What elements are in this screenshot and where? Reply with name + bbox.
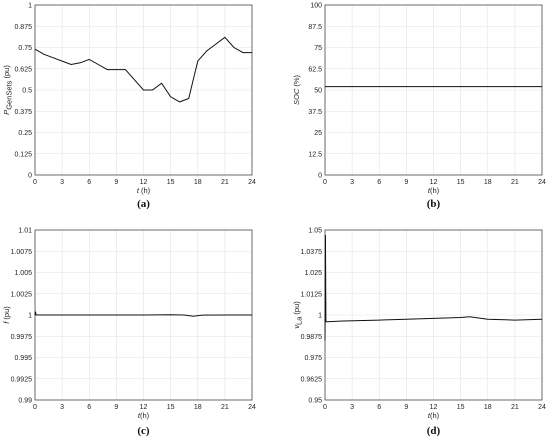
x-tick-label: 6	[377, 179, 381, 186]
x-tick-label: 0	[33, 179, 37, 186]
panel-caption: (b)	[427, 198, 441, 210]
x-tick-label: 12	[430, 179, 438, 186]
y-tick-label: 1.05	[308, 228, 322, 235]
y-tick-label: 0.625	[14, 66, 32, 73]
x-tick-label: 9	[114, 179, 118, 186]
y-tick-label: 37.5	[308, 109, 322, 116]
y-tick-label: 50	[314, 88, 322, 95]
x-tick-label: 18	[194, 404, 202, 411]
x-tick-label: 18	[484, 404, 492, 411]
y-tick-label: 0.125	[14, 151, 32, 158]
series-line-1	[34, 311, 252, 317]
x-tick-label: 21	[221, 179, 229, 186]
y-tick-label: 1	[28, 3, 32, 10]
y-tick-label: 1	[318, 313, 322, 320]
y-tick-label: 1.0075	[11, 249, 33, 256]
chart-panel-3: 0 3 6 9 12 15 18 21 24 0.99 0.9925 0.995 0.9975 1 1.00…	[2, 228, 256, 438]
y-tick-label: 0.9925	[11, 376, 33, 383]
x-axis-label: t (h)	[137, 186, 151, 195]
x-tick-label: 15	[457, 404, 465, 411]
chart-panel-2: 0 3 6 9 12 15 18 21 24 0 12.5 25 37.5 50 62.5 75 87.5 100…	[292, 3, 546, 211]
plot-frame	[34, 4, 253, 176]
x-tick-label: 9	[114, 404, 118, 411]
x-tick-label: 9	[404, 404, 408, 411]
y-tick-label: 0.25	[18, 130, 32, 137]
x-tick-label: 6	[377, 404, 381, 411]
x-tick-label: 9	[404, 179, 408, 186]
y-tick-label: 87.5	[308, 24, 322, 31]
x-tick-label: 18	[194, 179, 202, 186]
chart-panel-4: 0 3 6 9 12 15 18 21 24 0.95 0.9625 0.975 0.9875 1 1.01…	[292, 228, 546, 438]
x-tick-label: 3	[60, 179, 64, 186]
x-tick-label: 15	[457, 179, 465, 186]
x-tick-label: 6	[87, 179, 91, 186]
y-tick-label: 0.5	[22, 88, 32, 95]
x-tick-label: 3	[350, 179, 354, 186]
y-tick-label: 0.9875	[301, 334, 323, 341]
y-tick-label: 62.5	[308, 66, 322, 73]
x-tick-label: 0	[33, 404, 37, 411]
y-tick-label: 1.01	[18, 228, 32, 235]
x-tick-label: 24	[538, 179, 546, 186]
y-tick-label: 0	[28, 173, 32, 180]
y-tick-label: 1.0375	[301, 249, 323, 256]
chart-panel-1: 0 3 6 9 12 15 18 21 24 0 0.125 0.25 0.375 0.5 0.625 0.7…	[2, 3, 256, 211]
y-tick-label: 0.9975	[11, 334, 33, 341]
y-tick-label: 1.025	[304, 270, 322, 277]
y-tick-label: 0.75	[18, 45, 32, 52]
y-tick-label: 25	[314, 130, 322, 137]
x-axis-label: t(h)	[428, 411, 440, 420]
y-axis-label: SOC (%)	[292, 74, 301, 105]
y-tick-label: 0.975	[304, 355, 322, 362]
x-tick-label: 15	[167, 179, 175, 186]
x-tick-label: 0	[323, 179, 327, 186]
x-tick-label: 3	[60, 404, 64, 411]
x-tick-label: 12	[430, 404, 438, 411]
y-tick-label: 0	[318, 173, 322, 180]
x-tick-label: 18	[484, 179, 492, 186]
x-tick-label: 24	[538, 404, 546, 411]
y-tick-label: 0.99	[18, 398, 32, 405]
panel-caption: (c)	[137, 425, 150, 437]
y-axis-label: PGenSets (pu)	[2, 65, 14, 115]
y-tick-label: 0.995	[14, 355, 32, 362]
y-tick-label: 1	[28, 313, 32, 320]
x-tick-label: 6	[87, 404, 91, 411]
y-tick-label: 0.875	[14, 24, 32, 31]
y-tick-label: 1.0025	[11, 291, 33, 298]
y-axis-label: vLa (pu)	[292, 301, 304, 329]
panel-caption: (d)	[427, 425, 441, 437]
x-tick-label: 24	[248, 179, 256, 186]
y-axis-label: f (pu)	[2, 306, 11, 324]
y-tick-label: 100	[310, 3, 322, 10]
y-tick-label: 12.5	[308, 151, 322, 158]
x-tick-label: 21	[221, 404, 229, 411]
x-tick-label: 3	[350, 404, 354, 411]
x-tick-label: 24	[248, 404, 256, 411]
series-line-1	[324, 235, 543, 341]
x-axis-label: t(h)	[138, 411, 150, 420]
y-tick-label: 75	[314, 45, 322, 52]
x-tick-label: 12	[140, 404, 148, 411]
y-tick-label: 0.375	[14, 109, 32, 116]
panel-caption: (a)	[137, 198, 150, 210]
x-tick-label: 15	[167, 404, 175, 411]
y-tick-label: 1.0125	[301, 291, 323, 298]
y-tick-label: 1.005	[14, 270, 32, 277]
x-tick-label: 12	[140, 179, 148, 186]
plot-frame	[324, 4, 543, 176]
x-tick-label: 21	[511, 179, 519, 186]
x-tick-label: 21	[511, 404, 519, 411]
x-axis-label: t(h)	[428, 186, 440, 195]
y-tick-label: 0.95	[308, 398, 322, 405]
y-tick-label: 0.9625	[301, 376, 323, 383]
series-line-1	[34, 36, 252, 103]
x-tick-label: 0	[323, 404, 327, 411]
